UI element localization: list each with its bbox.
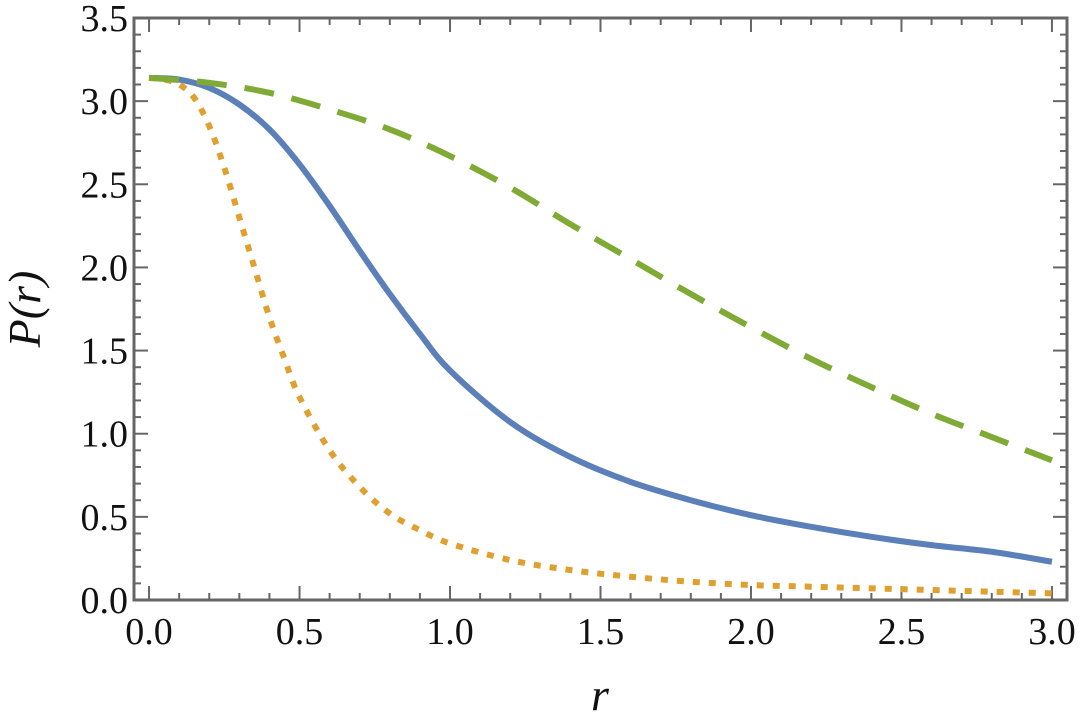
y-axis-label: P(r) — [0, 271, 50, 349]
series-line-dotted — [148, 74, 1053, 597]
y-tick-label: 3.5 — [81, 0, 129, 40]
x-tick-label: 0.0 — [125, 611, 173, 653]
series-group — [148, 74, 1054, 597]
series-line-solid — [148, 74, 1053, 565]
x-tick-label: 1.5 — [577, 611, 625, 653]
x-axis-label: r — [591, 669, 610, 720]
y-tick-label: 2.5 — [81, 164, 129, 206]
x-tick-label: 2.5 — [878, 611, 926, 653]
y-tick-label: 2.0 — [81, 247, 129, 289]
y-tick-label: 1.5 — [81, 331, 129, 373]
x-tick-labels: 0.0 0.5 1.0 1.5 2.0 2.5 3.0 — [125, 611, 1075, 653]
plot-frame — [132, 16, 1069, 602]
major-ticks — [134, 17, 1067, 601]
series-line-dashed — [148, 74, 1054, 464]
x-tick-label: 3.0 — [1028, 611, 1076, 653]
x-tick-label: 0.5 — [276, 611, 324, 653]
y-tick-labels: 0.0 0.5 1.0 1.5 2.0 2.5 3.0 3.5 — [81, 0, 129, 622]
y-tick-label: 0.0 — [81, 580, 129, 622]
y-tick-label: 3.0 — [81, 81, 129, 123]
y-tick-label: 1.0 — [81, 414, 129, 456]
x-tick-label: 2.0 — [727, 611, 775, 653]
minor-ticks — [134, 18, 1067, 600]
y-tick-label: 0.5 — [81, 497, 129, 539]
x-tick-label: 1.0 — [426, 611, 474, 653]
